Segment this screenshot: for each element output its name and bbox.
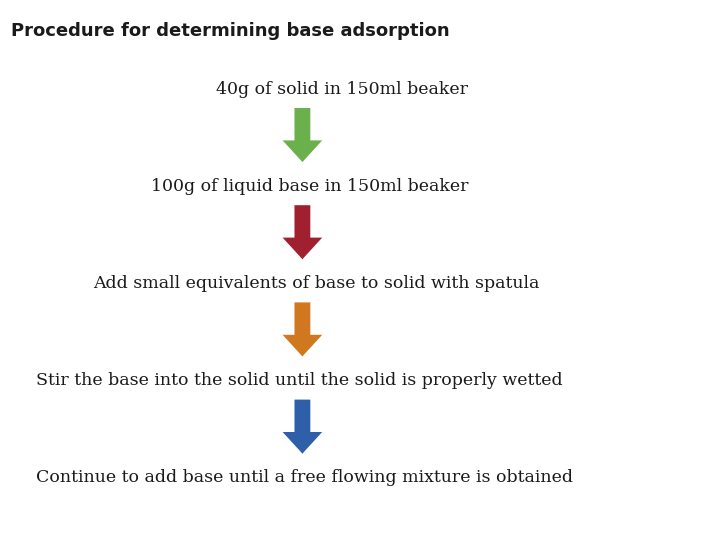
Text: 100g of liquid base in 150ml beaker: 100g of liquid base in 150ml beaker <box>151 178 469 195</box>
FancyArrow shape <box>282 302 323 356</box>
Text: Procedure for determining base adsorption: Procedure for determining base adsorptio… <box>11 22 449 39</box>
FancyArrow shape <box>282 108 323 162</box>
Text: 40g of solid in 150ml beaker: 40g of solid in 150ml beaker <box>216 80 468 98</box>
FancyArrow shape <box>282 205 323 259</box>
Text: Add small equivalents of base to solid with spatula: Add small equivalents of base to solid w… <box>94 275 540 292</box>
FancyArrow shape <box>282 400 323 454</box>
Text: Stir the base into the solid until the solid is properly wetted: Stir the base into the solid until the s… <box>36 372 562 389</box>
Text: Continue to add base until a free flowing mixture is obtained: Continue to add base until a free flowin… <box>36 469 573 487</box>
